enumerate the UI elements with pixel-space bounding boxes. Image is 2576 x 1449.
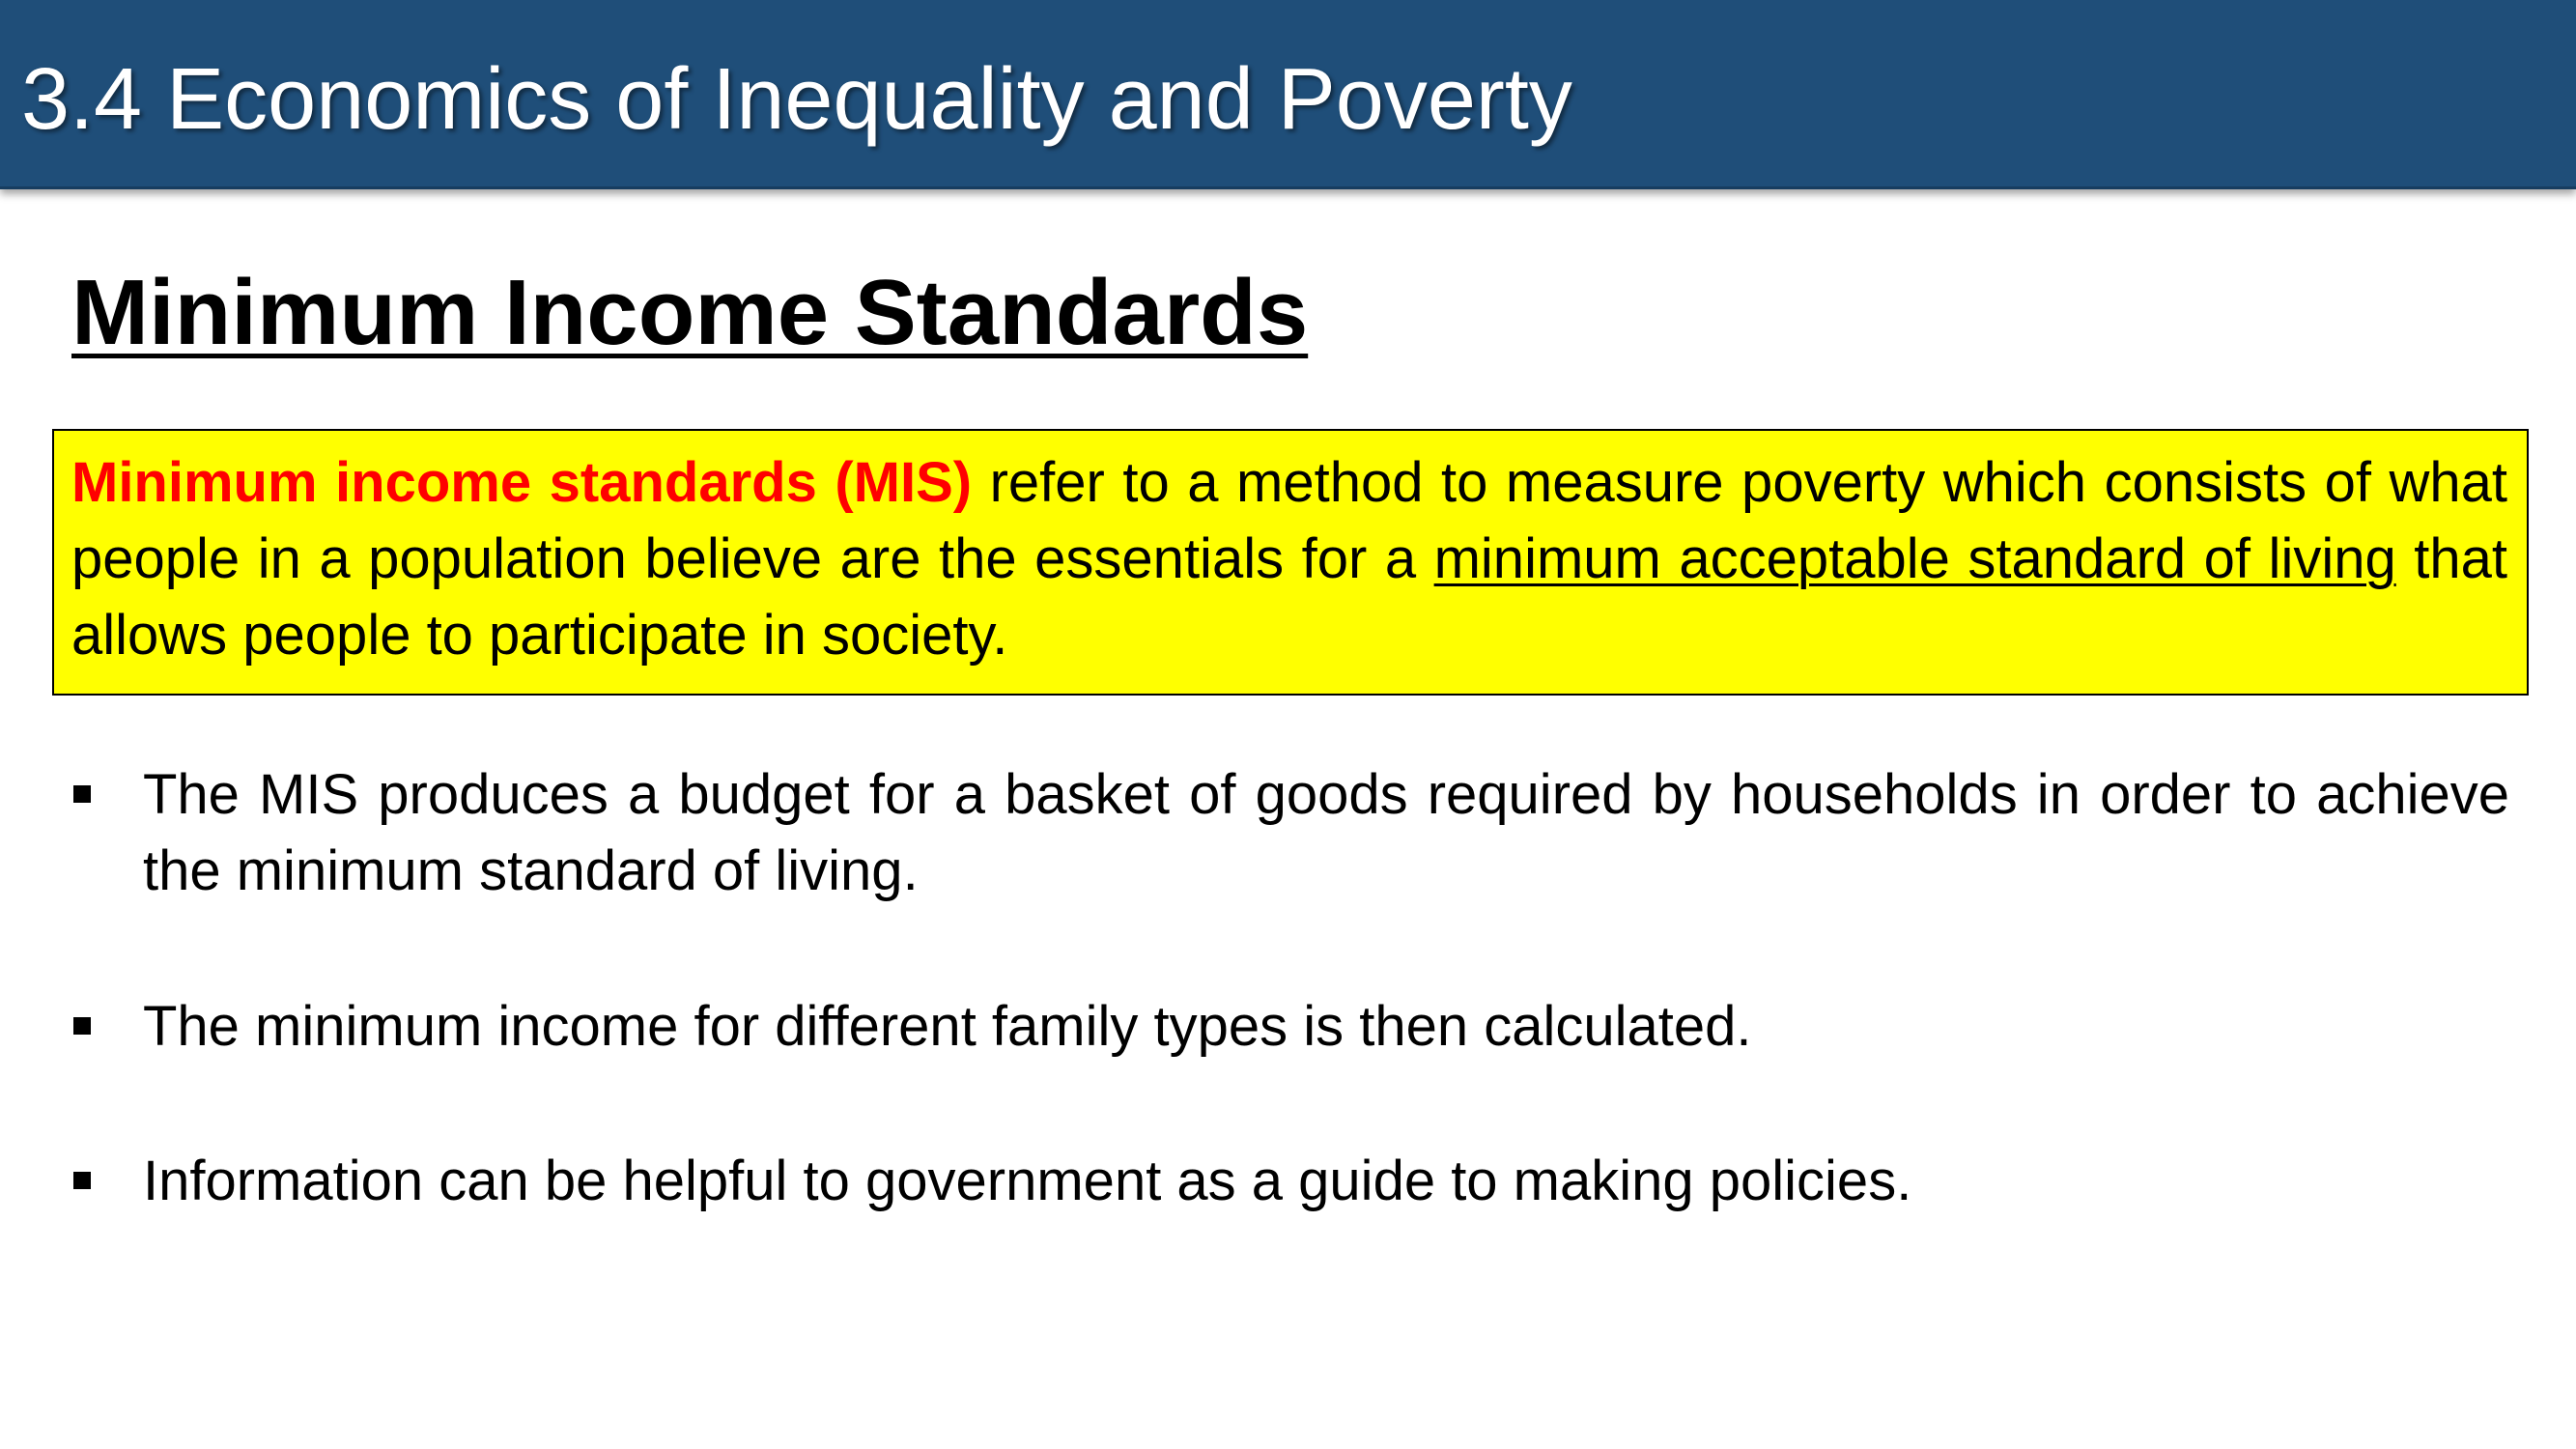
definition-text: Minimum income standards (MIS) refer to …	[71, 444, 2507, 673]
definition-text-after: that allows people to participate in soc…	[71, 527, 2508, 667]
definition-term: Minimum income standards (MIS)	[71, 451, 973, 514]
bullet-text: The minimum income for different family …	[143, 995, 1752, 1058]
definition-box: Minimum income standards (MIS) refer to …	[52, 429, 2529, 696]
square-bullet-icon	[73, 1172, 91, 1189]
definition-text-before: refer to a method to measure poverty whi…	[71, 451, 2507, 590]
bullet-text: Information can be helpful to government…	[143, 1150, 1912, 1212]
bullet-text: The MIS produces a budget for a basket o…	[143, 763, 2509, 902]
square-bullet-icon	[73, 785, 91, 803]
square-bullet-icon	[73, 1017, 91, 1035]
header-bar: 3.4 Economics of Inequality and Poverty	[0, 0, 2576, 189]
definition-underlined-phrase: minimum acceptable standard of living	[1433, 527, 2396, 590]
header-title: 3.4 Economics of Inequality and Poverty	[21, 51, 1572, 148]
page-title: Minimum Income Standards	[71, 261, 1309, 364]
